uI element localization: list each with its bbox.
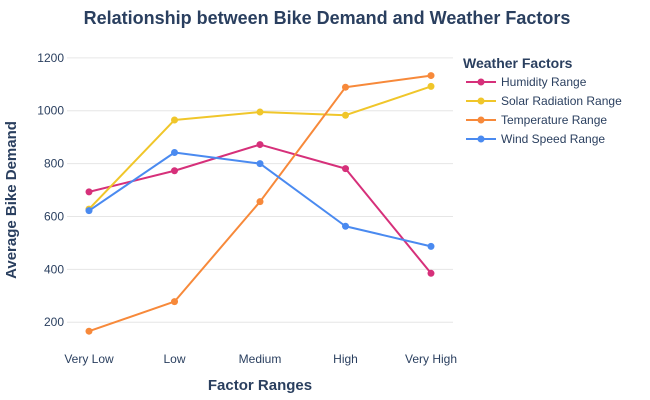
legend-label: Temperature Range xyxy=(501,113,607,127)
data-point-humidity-range xyxy=(171,167,178,175)
legend-item-humidity-range[interactable]: Humidity Range xyxy=(466,75,587,89)
x-tick-label: Very High xyxy=(405,352,457,366)
data-point-temperature-range xyxy=(85,327,93,335)
legend-label: Humidity Range xyxy=(501,75,587,89)
legend-label: Wind Speed Range xyxy=(501,132,605,146)
data-point-wind-speed-range xyxy=(427,242,435,250)
data-point-temperature-range xyxy=(171,298,178,306)
y-tick-label: 1200 xyxy=(37,51,64,65)
legend-marker xyxy=(477,97,485,105)
data-point-solar-radiation-range xyxy=(427,82,435,90)
legend-marker xyxy=(477,116,485,124)
data-point-humidity-range xyxy=(256,141,264,149)
y-tick-label: 800 xyxy=(44,157,64,171)
y-axis-title: Average Bike Demand xyxy=(3,121,20,279)
data-point-wind-speed-range xyxy=(256,160,264,168)
series-temperature-range xyxy=(85,72,435,335)
data-point-solar-radiation-range xyxy=(171,116,178,124)
data-point-wind-speed-range xyxy=(171,148,178,156)
data-point-temperature-range xyxy=(427,72,435,80)
y-tick-label: 400 xyxy=(44,262,64,276)
x-tick-label: Medium xyxy=(239,352,282,366)
data-point-wind-speed-range xyxy=(85,207,93,215)
series-humidity-range xyxy=(85,141,435,277)
legend-item-temperature-range[interactable]: Temperature Range xyxy=(466,113,607,127)
x-axis-ticks: Very Low Low Medium High Very High xyxy=(64,352,457,366)
x-tick-label: Low xyxy=(163,352,185,366)
legend: Weather Factors Humidity Range Solar Radi… xyxy=(463,55,622,146)
data-point-temperature-range xyxy=(256,198,264,206)
data-point-solar-radiation-range xyxy=(256,108,264,116)
y-axis-ticks: 200 400 600 800 1000 1200 xyxy=(37,51,64,329)
legend-item-solar-radiation-range[interactable]: Solar Radiation Range xyxy=(466,94,622,108)
y-tick-label: 200 xyxy=(44,315,64,329)
data-point-humidity-range xyxy=(342,165,349,173)
chart-title: Relationship between Bike Demand and Wea… xyxy=(84,8,571,28)
data-point-solar-radiation-range xyxy=(342,111,349,119)
y-tick-label: 600 xyxy=(44,209,64,223)
data-point-humidity-range xyxy=(427,269,435,277)
data-point-temperature-range xyxy=(342,83,349,91)
x-tick-label: High xyxy=(333,352,358,366)
series-lines xyxy=(85,72,435,335)
x-axis-title: Factor Ranges xyxy=(208,377,312,394)
data-point-wind-speed-range xyxy=(342,222,349,230)
legend-title: Weather Factors xyxy=(463,55,573,71)
legend-label: Solar Radiation Range xyxy=(501,94,622,108)
legend-marker xyxy=(477,135,485,143)
series-wind-speed-range xyxy=(85,148,435,250)
data-point-humidity-range xyxy=(85,188,93,196)
legend-marker xyxy=(477,78,485,86)
x-tick-label: Very Low xyxy=(64,352,114,366)
legend-items: Humidity Range Solar Radiation Range Tempe… xyxy=(466,75,622,146)
legend-item-wind-speed-range[interactable]: Wind Speed Range xyxy=(466,132,605,146)
y-tick-label: 1000 xyxy=(37,104,64,118)
